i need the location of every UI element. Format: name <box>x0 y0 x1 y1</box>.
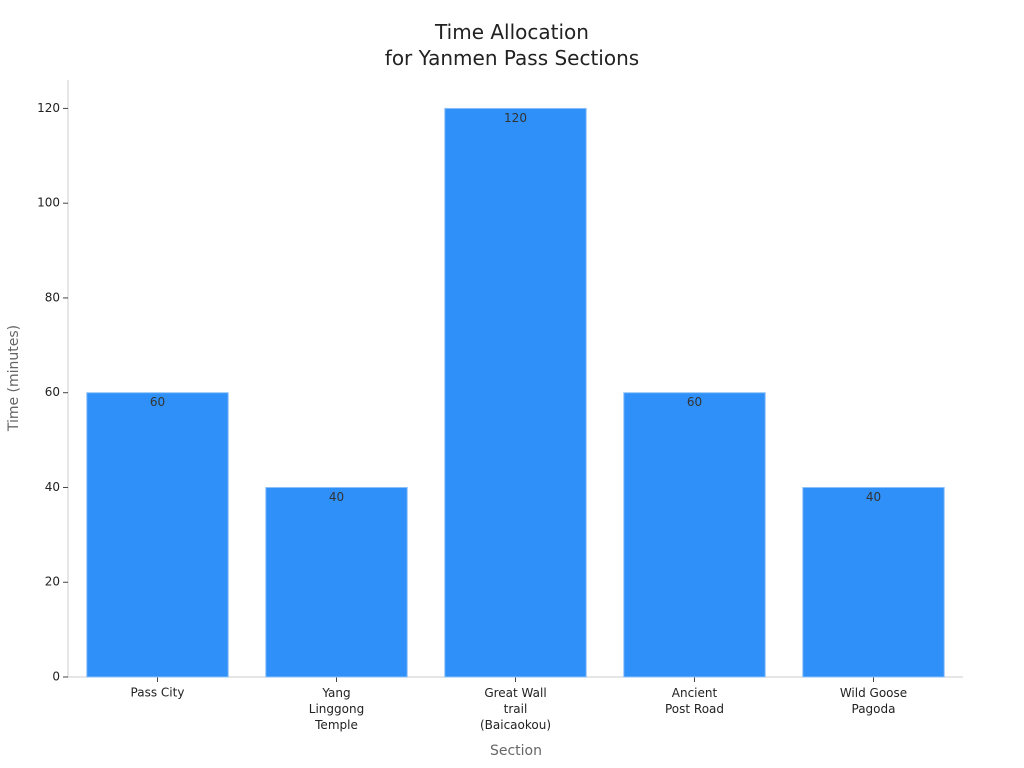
x-tick-label: Wild Goose Pagoda <box>840 686 907 716</box>
y-tick-label: 120 <box>37 101 60 115</box>
x-axis-label: Section <box>490 743 542 759</box>
y-tick-label: 100 <box>37 196 60 210</box>
chart-title: Time Allocation for Yanmen Pass Sections <box>385 20 639 70</box>
y-tick-label: 0 <box>52 670 60 684</box>
y-tick-label: 60 <box>45 385 60 399</box>
bar <box>802 486 945 678</box>
bar <box>444 107 587 678</box>
x-tick-label: Great Wall trail (Baicaokou) <box>480 686 551 732</box>
y-axis-label: Time (minutes) <box>6 325 22 432</box>
value-label: 60 <box>150 395 165 409</box>
x-tick-label: Yang Linggong Temple <box>309 686 364 732</box>
x-tick-label: Pass City <box>131 686 185 700</box>
bar <box>86 392 229 678</box>
value-label: 40 <box>866 490 881 504</box>
bar <box>265 486 408 678</box>
bar <box>623 392 766 678</box>
x-tick-label: Ancient Post Road <box>665 686 724 716</box>
value-label: 120 <box>504 111 527 125</box>
y-tick-label: 80 <box>45 290 60 304</box>
value-label: 60 <box>687 395 702 409</box>
value-label: 40 <box>329 490 344 504</box>
y-tick-label: 40 <box>45 480 60 494</box>
y-tick-label: 20 <box>45 575 60 589</box>
